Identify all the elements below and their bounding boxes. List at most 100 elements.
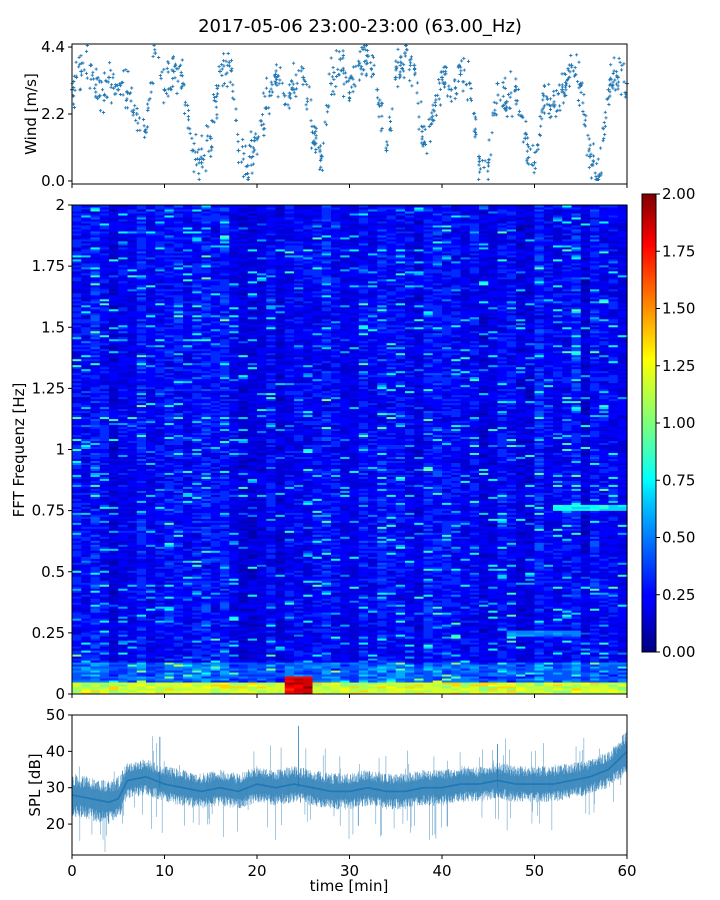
spectrogram-cell xyxy=(99,522,110,525)
spectrogram-cell xyxy=(284,626,332,629)
spectrogram-cell xyxy=(303,662,323,665)
spectrogram-cell xyxy=(580,562,591,565)
spectrogram-cell xyxy=(127,666,138,669)
spectrogram-cell xyxy=(312,474,323,477)
spectrogram-cell xyxy=(349,624,360,627)
spectrogram-cell xyxy=(275,646,286,649)
spectrogram-cell xyxy=(395,536,406,539)
spectrogram-cell xyxy=(562,558,573,561)
spectrogram-cell xyxy=(414,556,425,559)
spectrogram-cell xyxy=(469,474,499,477)
spectrogram-cell xyxy=(90,514,110,517)
spectrogram-cell xyxy=(331,616,351,619)
spectrogram-cell xyxy=(99,656,110,659)
spectrogram-cell xyxy=(608,566,619,569)
spectrogram-cell xyxy=(432,644,443,647)
spectrogram-cell xyxy=(506,626,536,629)
spectrogram-cell xyxy=(164,500,175,503)
spectrogram-cell xyxy=(414,564,443,567)
spectrogram-cell xyxy=(136,502,147,505)
spectrogram-cell xyxy=(72,472,82,475)
spectrogram-cell xyxy=(303,664,341,667)
spectrogram-cell xyxy=(562,564,573,567)
spectrogram-cell xyxy=(72,640,82,643)
spectrogram-cell xyxy=(590,516,600,519)
spectrogram-cell xyxy=(247,472,277,475)
spectrogram-cell xyxy=(257,528,267,531)
spectrogram-cell xyxy=(81,514,92,517)
spectrogram-cell xyxy=(238,486,249,489)
spectrogram-cell xyxy=(469,662,480,665)
wind-data-point xyxy=(551,102,555,107)
spectrogram-cell xyxy=(155,558,166,561)
spectrogram-cell xyxy=(451,618,462,621)
spectrogram-cell xyxy=(81,532,101,535)
spectrogram-cell xyxy=(423,528,434,531)
spectrogram-cell xyxy=(543,678,573,681)
spectrogram-cell xyxy=(266,484,277,487)
spectrogram-cell xyxy=(395,626,415,629)
spectrogram-cell xyxy=(479,574,499,577)
spectrogram-cell xyxy=(608,664,628,667)
spectrogram-cell xyxy=(192,496,203,499)
spectrogram-cell xyxy=(266,590,277,593)
spectrogram-cell xyxy=(580,498,591,501)
spectrogram-cell xyxy=(479,488,499,491)
spectrogram-cell xyxy=(395,482,406,485)
spectrogram-cell xyxy=(266,512,286,515)
spectrogram-cell xyxy=(469,486,480,489)
spectrogram-cell xyxy=(183,548,193,551)
spectrogram-cell xyxy=(553,526,563,529)
spectrogram-cell xyxy=(460,660,471,663)
spectrogram-cell xyxy=(229,470,240,473)
spectrogram-cell xyxy=(201,604,212,607)
spectrogram-cell xyxy=(127,494,138,497)
spectrogram-cell xyxy=(469,678,489,681)
spectrogram-cell xyxy=(192,594,203,597)
spectrogram-cell xyxy=(442,682,462,685)
spectrogram-cell xyxy=(312,588,323,591)
spectrogram-cell xyxy=(136,504,147,507)
spectrogram-cell xyxy=(497,574,508,577)
spectrogram-cell xyxy=(543,566,554,569)
spectrogram-cell xyxy=(460,510,471,513)
spectrogram-cell xyxy=(136,552,147,555)
spectrogram-cell xyxy=(442,582,462,585)
spectrogram-cell xyxy=(571,680,582,683)
spectrogram-cell xyxy=(525,540,536,543)
spectrogram-cell xyxy=(275,554,286,557)
spectrogram-cell xyxy=(238,664,249,667)
spectrogram-cell xyxy=(516,520,536,523)
spectrogram-cell xyxy=(331,506,341,509)
spectrogram-cell xyxy=(173,504,184,507)
spectrogram-cell xyxy=(90,556,101,559)
spectrogram-cell xyxy=(136,524,147,527)
spectrogram-cell xyxy=(497,570,508,573)
spectrogram-cell xyxy=(220,514,230,517)
spectrogram-cell xyxy=(275,664,286,667)
spectrogram-cell xyxy=(580,664,591,667)
spectrogram-cell xyxy=(136,480,147,483)
spectrogram-cell xyxy=(220,518,230,521)
spectrogram-cell xyxy=(72,604,92,607)
spectrogram-cell xyxy=(81,648,110,651)
spectrogram-cell xyxy=(497,602,508,605)
spectrogram-cell xyxy=(247,670,258,673)
spectrogram-cell xyxy=(358,624,369,627)
wind-data-point xyxy=(514,87,518,92)
spectrogram-cell xyxy=(349,554,360,557)
spectrogram-cell xyxy=(580,566,591,569)
spectrogram-cell xyxy=(405,684,415,687)
spectrogram-cell xyxy=(136,584,147,587)
spectrogram-cell xyxy=(284,552,304,555)
spectrogram-cell xyxy=(201,506,212,509)
spectrogram-cell xyxy=(525,558,536,561)
spectrogram-cell xyxy=(303,682,314,685)
spectrogram-cell xyxy=(414,668,425,671)
spectrogram-cell xyxy=(580,586,591,589)
spectrogram-cell xyxy=(136,628,147,631)
spectrogram-cell xyxy=(506,578,517,581)
spectrogram-cell xyxy=(414,540,434,543)
spectrogram-cell xyxy=(571,526,582,529)
spectrogram-cell xyxy=(553,688,563,691)
